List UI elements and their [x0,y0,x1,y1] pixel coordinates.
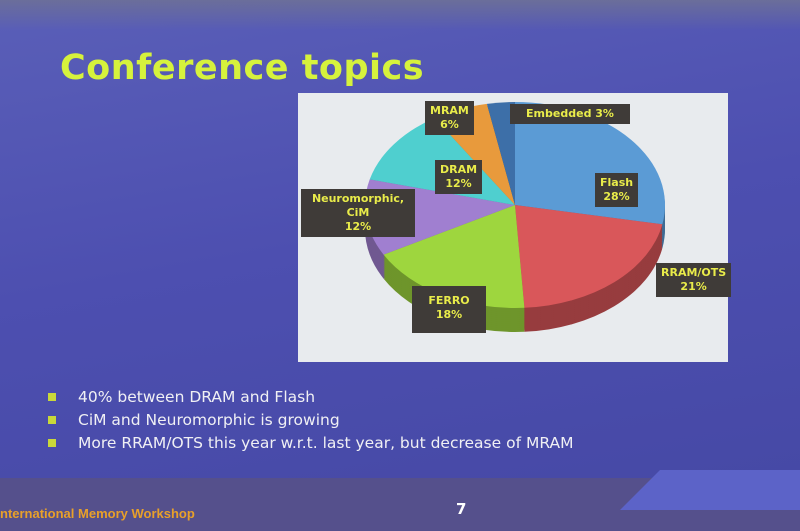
pie-slice-embedded [486,102,515,205]
footer-brand-logo: nternational Memory Workshop [0,506,195,521]
bullet-square-icon [48,438,56,447]
bullet-item: 40% between DRAM and Flash [48,385,573,408]
slide-title: Conference topics [60,48,425,88]
data-label-neuromorphic: Neuromorphic, CiM 12% [301,189,415,237]
data-label-embedded: Embedded 3% [510,104,630,124]
bullet-square-icon [48,392,56,401]
pie-slice-rram-ots [515,205,663,308]
bullet-list: 40% between DRAM and Flash CiM and Neuro… [48,385,573,454]
pie-chart: MRAM 6% Embedded 3% DRAM 12% Flash 28% Neur… [298,93,732,362]
data-label-dram: DRAM 12% [435,160,483,194]
screen-top-shade [0,0,800,30]
data-label-ferro: FERRO 18% [412,286,486,333]
bullet-item: CiM and Neuromorphic is growing [48,408,573,431]
data-label-mram: MRAM 6% [425,101,474,135]
footer-stripe [620,470,800,510]
data-label-rram: RRAM/OTS 21% [656,263,732,297]
page-number: 7 [456,500,467,518]
data-label-flash: Flash 28% [595,173,639,207]
pie-slice-ferro [383,205,525,308]
bullet-square-icon [48,415,56,424]
bullet-item: More RRAM/OTS this year w.r.t. last year… [48,431,573,454]
